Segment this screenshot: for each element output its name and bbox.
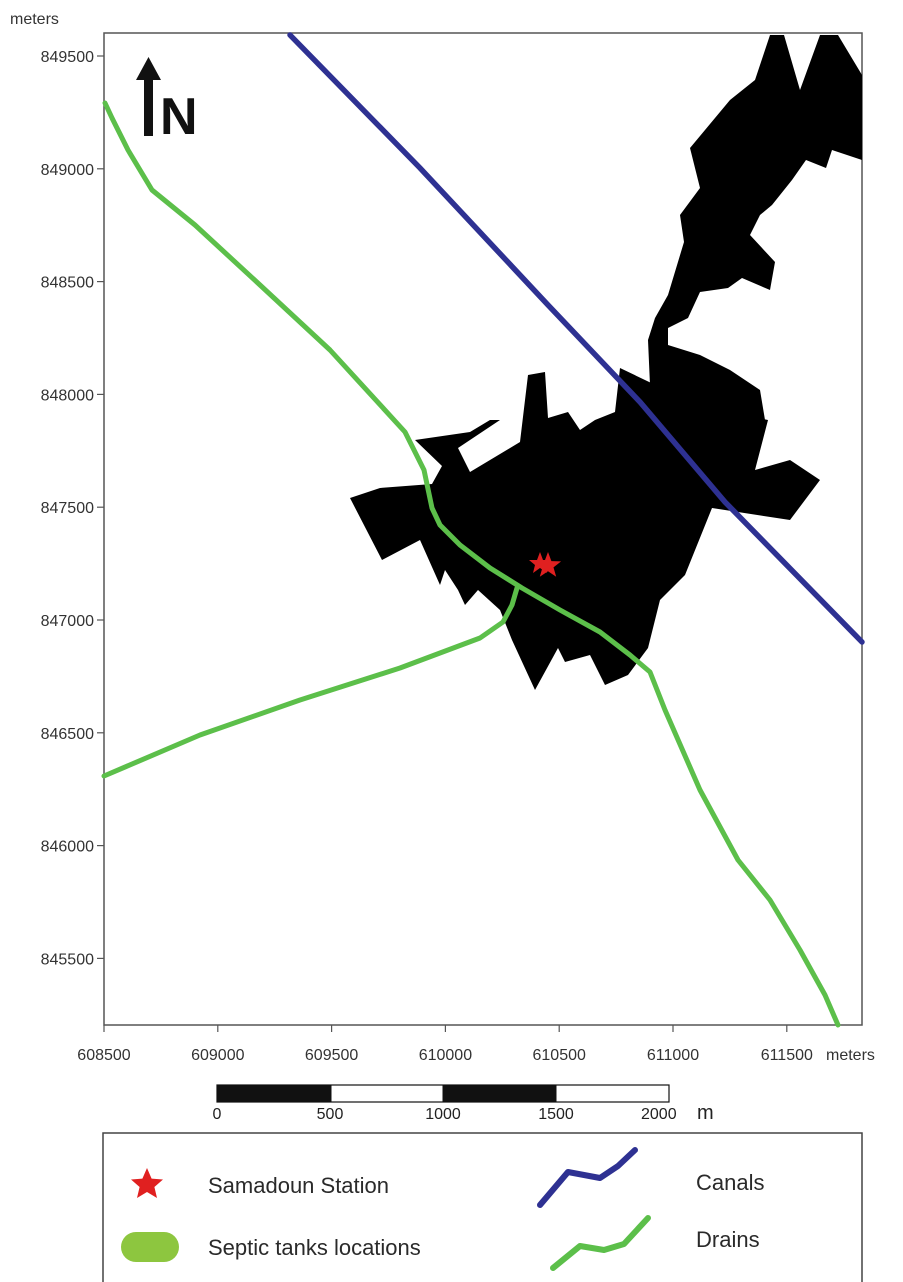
scale-bar: 0 500 1000 1500 2000 m [213, 1084, 714, 1124]
legend-label-drains: Drains [696, 1227, 760, 1252]
septic-area-northeast [648, 35, 862, 438]
scale-label: 1500 [538, 1106, 574, 1123]
legend-label-station: Samadoun Station [208, 1173, 389, 1198]
y-axis: 849500 849000 848500 848000 847500 847000 8465… [41, 49, 104, 968]
x-tick-label: 611000 [647, 1047, 699, 1064]
x-tick-label: 610000 [419, 1047, 472, 1064]
drains [101, 100, 841, 1028]
y-tick-label: 845500 [41, 951, 94, 968]
y-tick-label: 847000 [41, 613, 94, 630]
x-tick-label: 610500 [533, 1047, 586, 1064]
y-tick-label: 846000 [41, 839, 94, 856]
legend-label-septic: Septic tanks locations [208, 1235, 421, 1260]
y-tick-label: 847500 [41, 500, 94, 517]
legend: Samadoun Station Septic tanks locations … [102, 1132, 863, 1282]
samadoun-station-marker [534, 552, 562, 577]
y-tick-label: 849500 [41, 49, 94, 66]
x-axis: 608500 609000 609500 610000 610500 611000 6115… [77, 1025, 813, 1064]
north-letter: N [160, 88, 198, 146]
y-axis-unit: meters [10, 11, 59, 28]
septic-area-central [350, 368, 820, 690]
drain-southwest [101, 585, 520, 779]
septic-tanks-area [350, 35, 862, 690]
north-arrow-icon: N [136, 57, 198, 146]
scale-label: 1000 [425, 1106, 461, 1123]
green-line-icon [550, 1215, 651, 1271]
samadoun-station-marker-b [529, 552, 551, 573]
scale-label: 2000 [641, 1106, 677, 1123]
scale-label: 0 [213, 1106, 222, 1123]
blue-line-icon [537, 1147, 638, 1208]
x-axis-unit: meters [826, 1047, 875, 1064]
x-tick-label: 611500 [761, 1047, 813, 1064]
green-blob-icon [121, 1232, 179, 1262]
canal-line [287, 32, 865, 645]
drain-northwest [102, 100, 841, 1028]
red-star-icon [131, 1168, 163, 1198]
y-tick-label: 849000 [41, 162, 94, 179]
y-tick-label: 846500 [41, 726, 94, 743]
x-tick-label: 609500 [305, 1047, 358, 1064]
legend-label-canals: Canals [696, 1170, 764, 1195]
y-tick-label: 848000 [41, 387, 94, 404]
scale-label: 500 [317, 1106, 344, 1123]
x-tick-label: 609000 [191, 1047, 244, 1064]
x-tick-label: 608500 [77, 1047, 130, 1064]
scale-unit: m [697, 1102, 714, 1124]
y-tick-label: 848500 [41, 275, 94, 292]
